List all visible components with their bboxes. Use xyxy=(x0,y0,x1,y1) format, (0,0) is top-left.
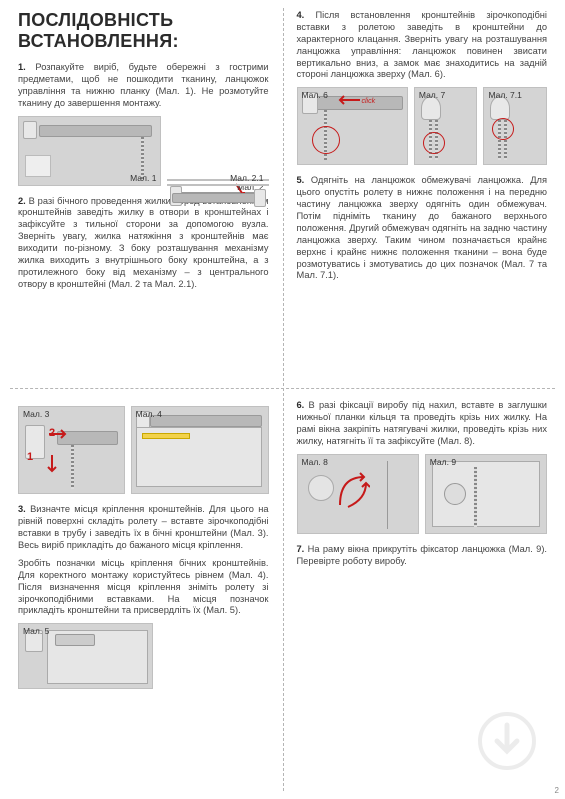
watermark-icon xyxy=(477,711,537,771)
left-bottom-section: 1 2 Мал. 3 Мал. 4 3. Визначте місця кріп… xyxy=(0,396,283,799)
caption-m6: Мал. 6 xyxy=(302,90,328,100)
illus-row-4: click Мал. 6 Мал. 7 Мал. 7.1 xyxy=(297,87,548,165)
illus-mal4: Мал. 4 xyxy=(131,406,269,494)
page-number: 2 xyxy=(555,786,559,795)
step-7-num: 7. xyxy=(297,544,305,554)
step-2-text: 2. В разі бічного проведення жилки перед… xyxy=(18,196,269,291)
caption-m9: Мал. 9 xyxy=(430,457,456,467)
caption-m7: Мал. 7 xyxy=(419,90,445,100)
step-6-text: 6. В разі фіксації виробу під нахил, вст… xyxy=(297,400,548,448)
step-1-num: 1. xyxy=(18,62,26,72)
illus-mal9: Мал. 9 xyxy=(425,454,547,534)
illus-row-1: Мал. 1 Мал. 2 Мал. 2.1 xyxy=(18,116,269,186)
step-3-num: 3. xyxy=(18,504,26,514)
caption-m8: Мал. 8 xyxy=(302,457,328,467)
click-label: click xyxy=(362,98,376,105)
illus-mal3: 1 2 Мал. 3 xyxy=(18,406,125,494)
step-2-num: 2. xyxy=(18,196,26,206)
caption-m71: Мал. 7.1 xyxy=(488,90,521,100)
illus-row-3: 1 2 Мал. 3 Мал. 4 xyxy=(18,406,269,494)
right-top-section: 4. Після встановлення кронштейнів зірочк… xyxy=(283,0,565,396)
step-5-text: 5. Одягніть на ланцюжок обмежувачі ланцю… xyxy=(297,175,548,282)
left-top-section: ПОСЛІДОВНІСТЬ ВСТАНОВЛЕННЯ: 1. Розпакуйт… xyxy=(0,0,283,396)
step-4-num: 4. xyxy=(297,10,305,20)
illus-mal6: click Мал. 6 xyxy=(297,87,408,165)
caption-m21: Мал. 2.1 xyxy=(230,173,263,183)
step-6-num: 6. xyxy=(297,400,305,410)
caption-m4: Мал. 4 xyxy=(136,409,162,419)
illus-mal5: Мал. 5 xyxy=(18,623,153,689)
illus-mal7: Мал. 7 xyxy=(414,87,478,165)
illus-mal8: Мал. 8 xyxy=(297,454,419,534)
caption-m3: Мал. 3 xyxy=(23,409,49,419)
step-3a-text: 3. Визначте місця кріплення кронштейнів.… xyxy=(18,504,269,552)
illus-row-5: Мал. 5 xyxy=(18,623,269,689)
step-1-text: 1. Розпакуйте виріб, будьте обережні з г… xyxy=(18,62,269,110)
illus-mal71: Мал. 7.1 xyxy=(483,87,547,165)
illus-row-6: Мал. 8 Мал. 9 xyxy=(297,454,548,534)
step-7-text: 7. На раму вікна прикрутіть фіксатор лан… xyxy=(297,544,548,568)
illus-mal1: Мал. 1 xyxy=(18,116,161,186)
caption-m1: Мал. 1 xyxy=(130,173,156,183)
illus-mal21: Мал. 2.1 xyxy=(167,184,268,186)
step-5-num: 5. xyxy=(297,175,305,185)
step-3b-text: Зробіть позначки місць кріплення бічних … xyxy=(18,558,269,617)
step-4-text: 4. Після встановлення кронштейнів зірочк… xyxy=(297,10,548,81)
caption-m5: Мал. 5 xyxy=(23,626,49,636)
page-title: ПОСЛІДОВНІСТЬ ВСТАНОВЛЕННЯ: xyxy=(18,10,269,52)
